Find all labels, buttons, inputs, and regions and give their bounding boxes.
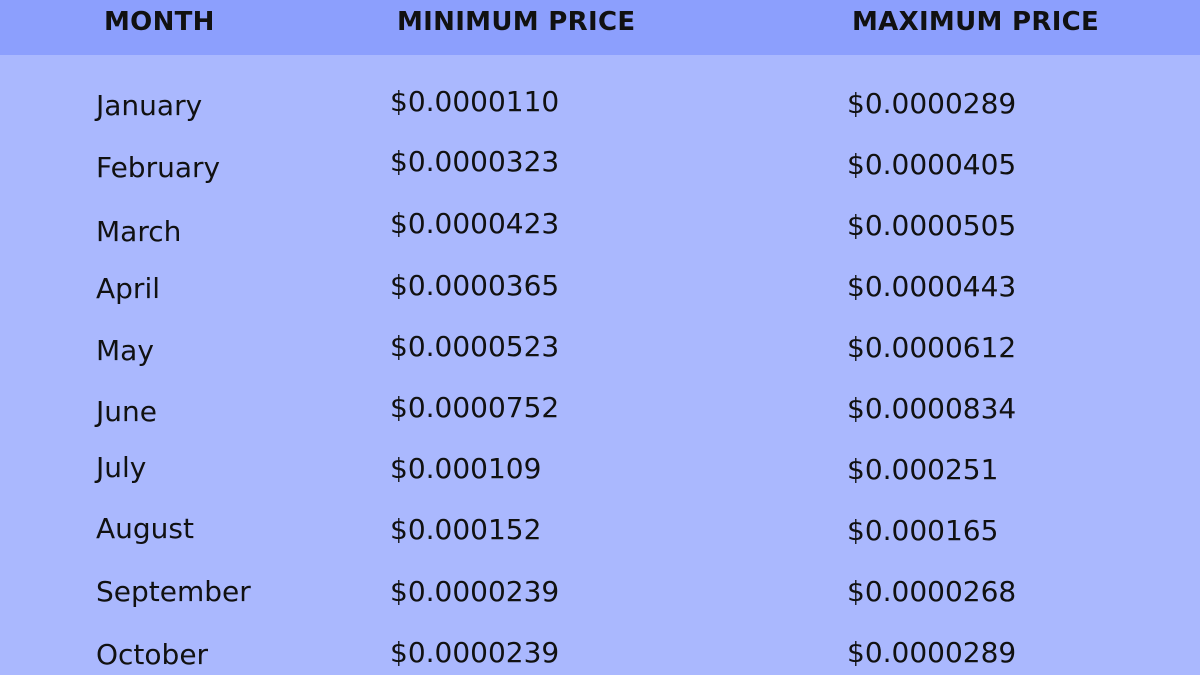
month-cell: January xyxy=(96,89,203,122)
min-price-cell: $0.0000365 xyxy=(390,269,560,302)
max-price-cell: $0.0000505 xyxy=(847,209,1017,242)
min-price-cell: $0.0000239 xyxy=(390,636,560,669)
max-price-cell: $0.0000289 xyxy=(847,87,1017,120)
min-price-cell: $0.0000110 xyxy=(390,85,560,118)
minimum-price-column-header: MINIMUM PRICE xyxy=(397,7,636,37)
table-header: MONTH MINIMUM PRICE MAXIMUM PRICE xyxy=(0,0,1200,55)
max-price-cell: $0.0000268 xyxy=(847,575,1017,608)
max-price-cell: $0.0000834 xyxy=(847,392,1017,425)
month-column-header: MONTH xyxy=(104,7,215,37)
min-price-cell: $0.0000523 xyxy=(390,330,560,363)
month-cell: March xyxy=(96,215,182,248)
max-price-cell: $0.000165 xyxy=(847,514,999,547)
max-price-cell: $0.0000612 xyxy=(847,331,1017,364)
max-price-cell: $0.0000289 xyxy=(847,636,1017,669)
min-price-cell: $0.000109 xyxy=(390,452,542,485)
month-cell: June xyxy=(96,395,157,428)
month-cell: May xyxy=(96,334,154,367)
max-price-cell: $0.0000405 xyxy=(847,148,1017,181)
month-cell: September xyxy=(96,575,251,608)
month-cell: August xyxy=(96,512,194,545)
max-price-cell: $0.000251 xyxy=(847,453,999,486)
month-cell: October xyxy=(96,638,209,671)
min-price-cell: $0.0000423 xyxy=(390,207,560,240)
min-price-cell: $0.0000323 xyxy=(390,145,560,178)
min-price-cell: $0.000152 xyxy=(390,513,542,546)
max-price-cell: $0.0000443 xyxy=(847,270,1017,303)
month-cell: April xyxy=(96,272,160,305)
month-cell: February xyxy=(96,151,221,184)
month-cell: July xyxy=(96,451,147,484)
maximum-price-column-header: MAXIMUM PRICE xyxy=(852,7,1100,37)
min-price-cell: $0.0000239 xyxy=(390,575,560,608)
min-price-cell: $0.0000752 xyxy=(390,391,560,424)
